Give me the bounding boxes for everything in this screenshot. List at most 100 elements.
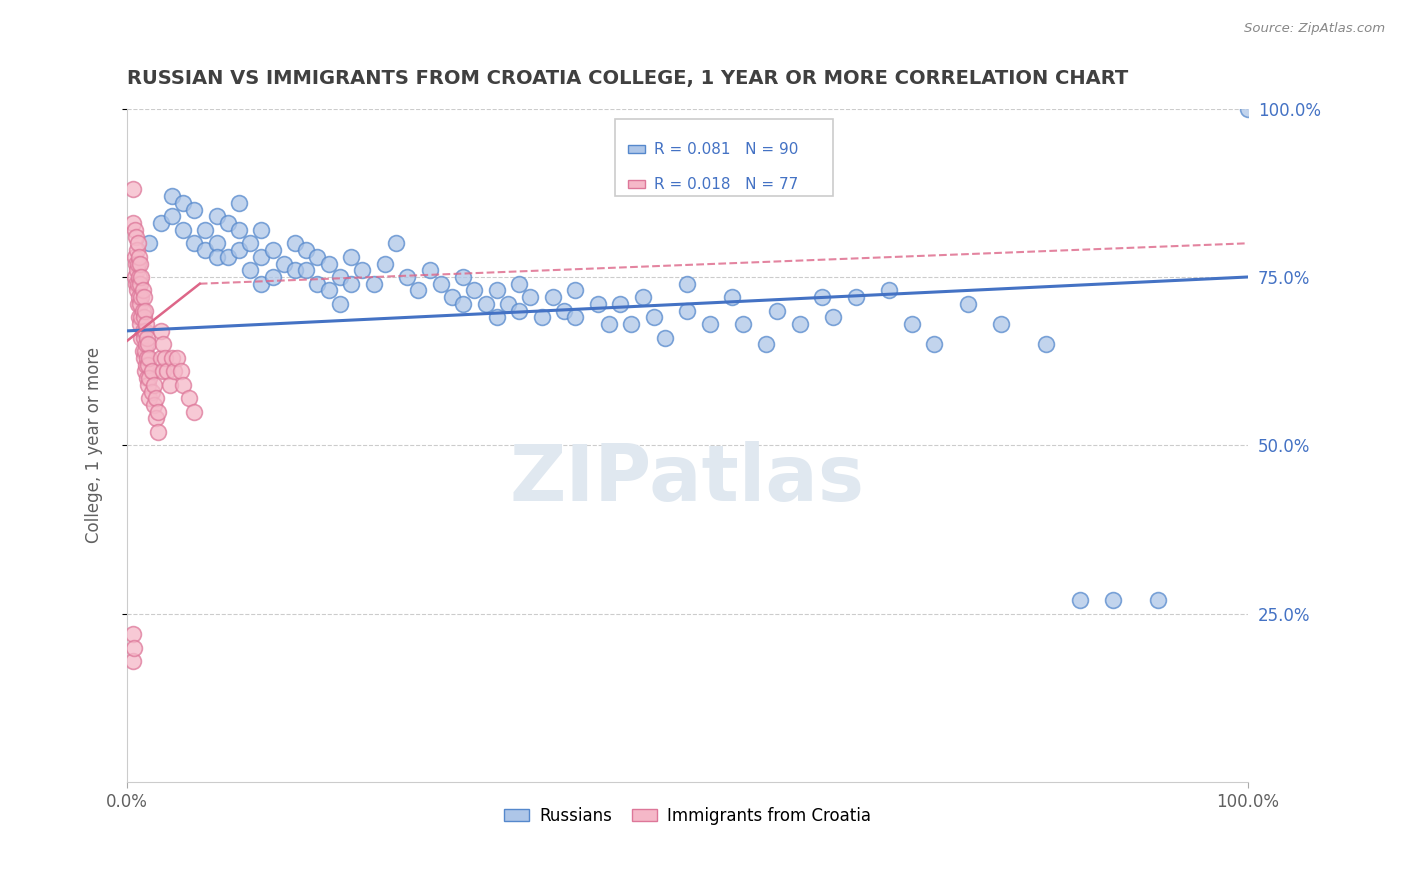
Point (440, 290, 463, 304)
Point (654, 331, 676, 345)
Point (396, 270, 419, 285)
Point (135, 317, 157, 331)
Point (160, 351, 183, 365)
Point (463, 284, 485, 298)
Point (922, 337, 945, 351)
Point (124, 223, 146, 237)
Point (152, 337, 174, 351)
Point (845, 290, 868, 304)
Point (134, 344, 156, 359)
Point (284, 263, 307, 277)
Bar (628, 145, 645, 153)
Point (125, 284, 148, 298)
Point (183, 236, 205, 251)
Point (149, 351, 172, 365)
Point (620, 317, 643, 331)
Point (124, 250, 146, 264)
Point (132, 331, 155, 345)
Point (136, 351, 159, 365)
Point (138, 351, 160, 365)
Point (307, 277, 329, 291)
Point (136, 331, 159, 345)
Point (823, 310, 845, 325)
Point (721, 290, 744, 304)
Point (374, 256, 396, 270)
Point (318, 284, 340, 298)
Point (699, 317, 721, 331)
Text: RUSSIAN VS IMMIGRANTS FROM CROATIA COLLEGE, 1 YEAR OR MORE CORRELATION CHART: RUSSIAN VS IMMIGRANTS FROM CROATIA COLLE… (127, 69, 1128, 87)
Point (318, 256, 340, 270)
Point (430, 277, 453, 291)
Point (127, 277, 149, 291)
Point (340, 277, 363, 291)
Point (733, 317, 755, 331)
Text: R = 0.018   N = 77: R = 0.018 N = 77 (654, 177, 799, 192)
Point (352, 263, 374, 277)
Point (125, 263, 148, 277)
Point (136, 337, 159, 351)
Point (419, 263, 441, 277)
Point (149, 216, 172, 230)
Point (153, 351, 176, 365)
Point (128, 310, 150, 325)
Point (135, 337, 157, 351)
Point (134, 324, 156, 338)
Point (228, 223, 250, 237)
Point (170, 364, 193, 378)
Y-axis label: College, 1 year or more: College, 1 year or more (86, 347, 103, 543)
Point (129, 277, 152, 291)
Point (530, 310, 553, 325)
Point (228, 243, 250, 257)
Point (134, 364, 156, 378)
Point (131, 331, 153, 345)
Point (250, 277, 273, 291)
Point (295, 263, 318, 277)
Point (128, 290, 150, 304)
Point (166, 351, 188, 365)
Point (138, 371, 160, 385)
Point (284, 236, 307, 251)
Point (1035, 337, 1057, 351)
Point (159, 377, 181, 392)
Point (508, 303, 530, 318)
Point (129, 256, 152, 270)
Point (183, 405, 205, 419)
Point (121, 654, 143, 668)
Point (485, 310, 508, 325)
Point (160, 210, 183, 224)
Point (217, 216, 239, 230)
Point (134, 303, 156, 318)
Point (956, 297, 979, 311)
Point (160, 189, 183, 203)
Point (485, 284, 508, 298)
Point (250, 223, 273, 237)
Point (131, 270, 153, 285)
Point (132, 351, 155, 365)
Point (1237, 102, 1260, 116)
Point (121, 182, 143, 196)
Point (128, 270, 150, 285)
Point (142, 398, 165, 412)
Point (121, 627, 143, 641)
Point (811, 290, 834, 304)
Text: Source: ZipAtlas.com: Source: ZipAtlas.com (1244, 22, 1385, 36)
Point (239, 263, 262, 277)
Point (152, 364, 174, 378)
Point (496, 297, 519, 311)
Point (676, 277, 699, 291)
Point (990, 317, 1012, 331)
Point (519, 290, 541, 304)
Point (125, 243, 148, 257)
Text: ZIPatlas: ZIPatlas (510, 442, 865, 517)
Point (205, 236, 228, 251)
Point (900, 317, 922, 331)
Point (474, 297, 496, 311)
Point (508, 277, 530, 291)
Point (172, 223, 194, 237)
Point (239, 236, 262, 251)
Point (172, 195, 194, 210)
Point (194, 223, 217, 237)
Point (163, 364, 186, 378)
Point (1069, 593, 1091, 607)
Point (131, 303, 153, 318)
